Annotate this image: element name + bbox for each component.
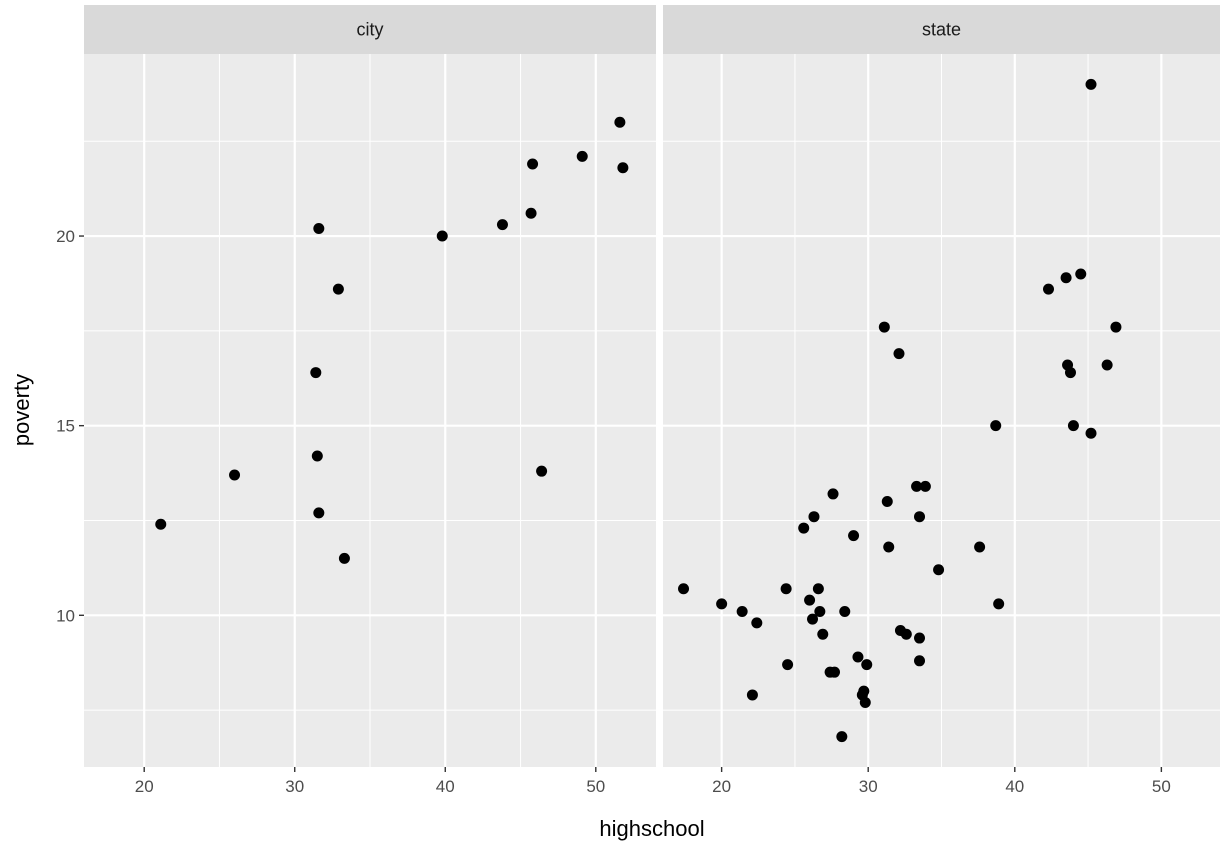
data-point <box>527 158 539 170</box>
y-axis: 10 15 20 <box>56 227 84 625</box>
data-point <box>878 321 890 333</box>
data-point <box>155 518 167 530</box>
data-point <box>881 496 893 508</box>
data-point <box>883 541 895 553</box>
data-point <box>311 450 323 462</box>
data-point <box>1110 321 1122 333</box>
x-tick-label: 40 <box>436 777 455 796</box>
data-point <box>914 655 926 667</box>
data-point <box>828 666 840 678</box>
data-point <box>229 469 241 481</box>
data-point <box>804 594 816 606</box>
data-point <box>798 522 810 534</box>
data-point <box>1060 272 1072 284</box>
data-point <box>1085 78 1097 90</box>
data-point <box>525 207 537 219</box>
data-point <box>859 697 871 709</box>
data-point <box>496 219 508 231</box>
data-point <box>861 659 873 671</box>
panel-state: state 20 30 40 50 <box>663 5 1220 796</box>
data-point <box>313 507 325 519</box>
data-point <box>990 420 1002 432</box>
data-point <box>893 348 905 360</box>
facet-strip-state <box>663 5 1220 54</box>
data-point <box>751 617 763 629</box>
data-point <box>812 583 824 595</box>
x-axis-title: highschool <box>599 816 704 841</box>
data-point <box>919 480 931 492</box>
data-point <box>1101 359 1113 371</box>
data-point <box>746 689 758 701</box>
data-point <box>852 651 864 663</box>
data-point <box>338 552 350 564</box>
data-point <box>1043 283 1055 295</box>
data-point <box>780 583 792 595</box>
y-tick-label: 20 <box>56 227 75 246</box>
y-tick-label: 10 <box>56 606 75 625</box>
data-point <box>900 628 912 640</box>
facet-strip-city <box>84 5 656 54</box>
facet-strip-label: city <box>357 20 384 40</box>
data-point <box>858 685 870 697</box>
x-tick-label: 30 <box>859 777 878 796</box>
data-point <box>839 606 851 618</box>
panel-city: city 20 30 40 50 <box>84 5 656 796</box>
y-tick-label: 15 <box>56 417 75 436</box>
x-tick-label: 40 <box>1005 777 1024 796</box>
data-point <box>310 367 322 379</box>
data-point <box>993 598 1005 610</box>
data-point <box>848 530 860 542</box>
data-point <box>782 659 794 671</box>
data-point <box>617 162 629 174</box>
x-tick-label: 20 <box>135 777 154 796</box>
x-tick-label: 50 <box>586 777 605 796</box>
data-point <box>911 480 923 492</box>
data-point <box>678 583 690 595</box>
data-point <box>576 150 588 162</box>
data-point <box>807 613 819 625</box>
data-point <box>313 222 325 234</box>
data-point <box>614 116 626 128</box>
data-point <box>332 283 344 295</box>
data-point <box>914 632 926 644</box>
panels-layer: city 20 30 40 50 state 20 30 40 50 <box>84 5 1220 796</box>
data-point <box>817 628 829 640</box>
data-point <box>827 488 839 500</box>
data-point <box>1064 367 1076 379</box>
x-tick-label: 30 <box>285 777 304 796</box>
data-point <box>1085 427 1097 439</box>
data-point <box>808 511 820 523</box>
data-point <box>974 541 986 553</box>
data-point <box>914 511 926 523</box>
data-point <box>736 606 748 618</box>
data-point <box>1067 420 1079 432</box>
y-axis-title: poverty <box>9 374 34 446</box>
data-point <box>436 230 448 242</box>
x-tick-label: 50 <box>1152 777 1171 796</box>
facet-strip-label: state <box>922 20 961 40</box>
data-point <box>814 606 826 618</box>
x-tick-label: 20 <box>712 777 731 796</box>
data-point <box>716 598 728 610</box>
data-point <box>536 465 548 477</box>
data-point <box>1075 268 1087 280</box>
data-point <box>836 731 848 743</box>
data-point <box>933 564 945 576</box>
